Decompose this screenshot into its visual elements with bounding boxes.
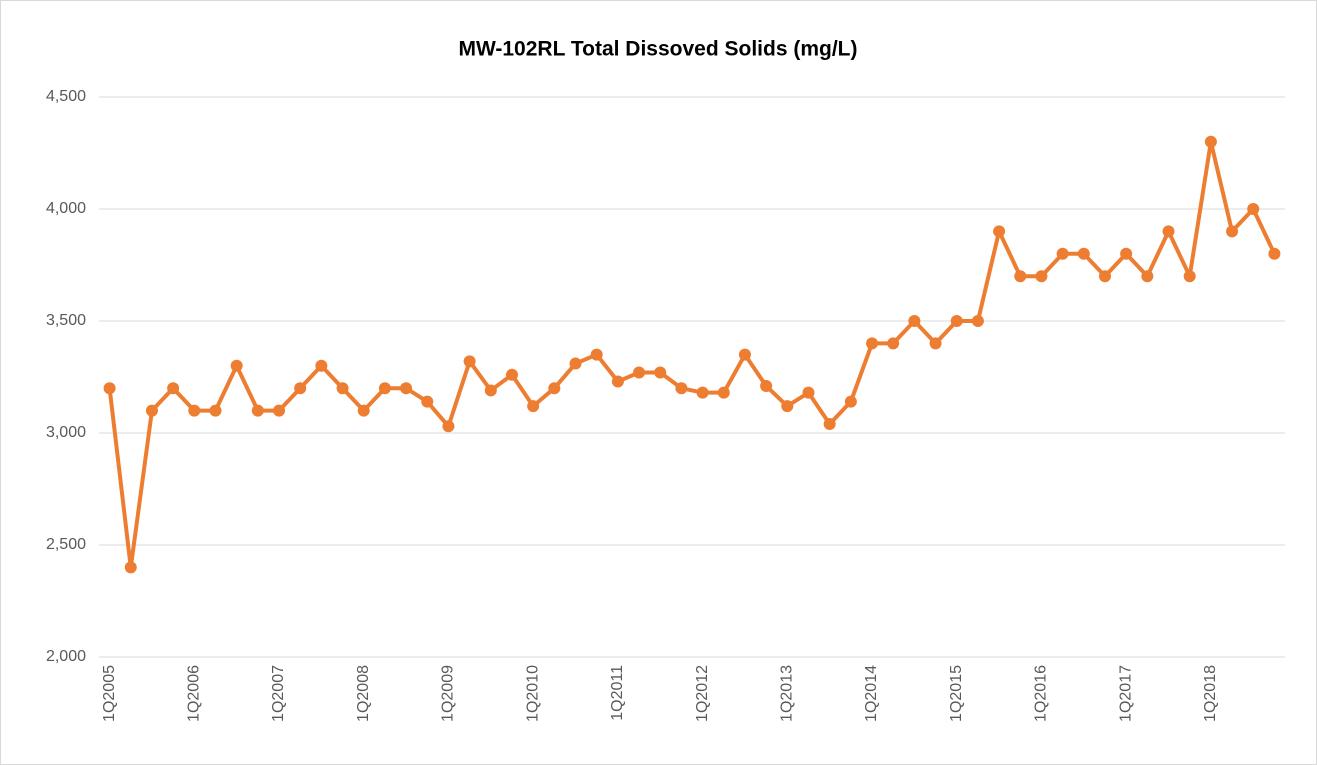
marker bbox=[1056, 247, 1069, 260]
marker bbox=[738, 348, 751, 361]
marker bbox=[569, 357, 582, 370]
marker bbox=[1183, 270, 1196, 283]
y-tick-label: 4,500 bbox=[46, 88, 86, 105]
x-tick-label: 1Q2011 bbox=[609, 665, 626, 721]
y-tick-label: 3,000 bbox=[46, 424, 86, 441]
x-tick-label: 1Q2005 bbox=[101, 665, 118, 722]
marker bbox=[1141, 270, 1154, 283]
marker bbox=[1077, 247, 1090, 260]
marker bbox=[929, 337, 942, 350]
marker bbox=[611, 375, 624, 388]
x-tick-label: 1Q2018 bbox=[1202, 665, 1219, 722]
marker bbox=[421, 395, 434, 408]
marker bbox=[1226, 225, 1239, 238]
marker bbox=[1247, 203, 1260, 215]
marker bbox=[1098, 270, 1111, 283]
marker bbox=[654, 366, 667, 379]
marker bbox=[1035, 270, 1048, 283]
marker bbox=[1268, 247, 1281, 260]
y-tick-label: 4,000 bbox=[46, 200, 86, 217]
x-tick-label: 1Q2013 bbox=[779, 665, 796, 722]
marker bbox=[1014, 270, 1027, 283]
marker bbox=[400, 382, 413, 395]
marker bbox=[273, 404, 286, 417]
marker bbox=[633, 366, 646, 379]
marker bbox=[590, 348, 603, 361]
x-tick-label: 1Q2006 bbox=[186, 665, 203, 722]
marker bbox=[548, 382, 561, 395]
marker bbox=[103, 382, 116, 395]
marker bbox=[696, 386, 709, 399]
chart-title: MW-102RL Total Dissoved Solids (mg/L) bbox=[458, 38, 857, 61]
marker bbox=[1204, 135, 1217, 148]
marker bbox=[717, 386, 730, 399]
x-tick-label: 1Q2014 bbox=[863, 665, 880, 722]
x-tick-label: 1Q2007 bbox=[270, 665, 287, 722]
x-tick-label: 1Q2015 bbox=[948, 665, 965, 722]
marker bbox=[167, 382, 180, 395]
y-tick-label: 3,500 bbox=[46, 312, 86, 329]
marker bbox=[357, 404, 370, 417]
marker bbox=[209, 404, 222, 417]
marker bbox=[145, 404, 158, 417]
marker bbox=[484, 384, 497, 397]
marker bbox=[760, 379, 773, 392]
y-tick-label: 2,000 bbox=[46, 648, 86, 665]
x-tick-label: 1Q2010 bbox=[524, 665, 541, 722]
marker bbox=[781, 400, 794, 413]
marker bbox=[844, 395, 857, 408]
marker bbox=[1120, 247, 1133, 260]
marker bbox=[315, 359, 328, 372]
marker bbox=[251, 404, 264, 417]
x-tick-label: 1Q2017 bbox=[1117, 665, 1134, 722]
y-tick-label: 2,500 bbox=[46, 536, 86, 553]
marker bbox=[887, 337, 900, 350]
x-tick-label: 1Q2009 bbox=[440, 665, 457, 722]
marker bbox=[230, 359, 243, 372]
marker bbox=[675, 382, 688, 395]
marker bbox=[993, 225, 1006, 238]
marker bbox=[971, 315, 984, 327]
x-tick-label: 1Q2012 bbox=[694, 665, 711, 722]
marker bbox=[505, 368, 518, 381]
marker bbox=[188, 404, 201, 417]
marker bbox=[463, 355, 476, 368]
marker bbox=[442, 420, 455, 433]
marker bbox=[1162, 225, 1175, 238]
x-tick-label: 1Q2016 bbox=[1033, 665, 1050, 722]
marker bbox=[378, 382, 391, 395]
marker bbox=[336, 382, 349, 395]
marker bbox=[950, 315, 963, 327]
marker bbox=[823, 418, 836, 431]
marker bbox=[866, 337, 879, 350]
marker bbox=[802, 386, 815, 399]
marker bbox=[294, 382, 307, 395]
marker bbox=[908, 315, 921, 327]
marker bbox=[527, 400, 540, 413]
x-tick-label: 1Q2008 bbox=[355, 665, 372, 722]
marker bbox=[124, 561, 137, 574]
